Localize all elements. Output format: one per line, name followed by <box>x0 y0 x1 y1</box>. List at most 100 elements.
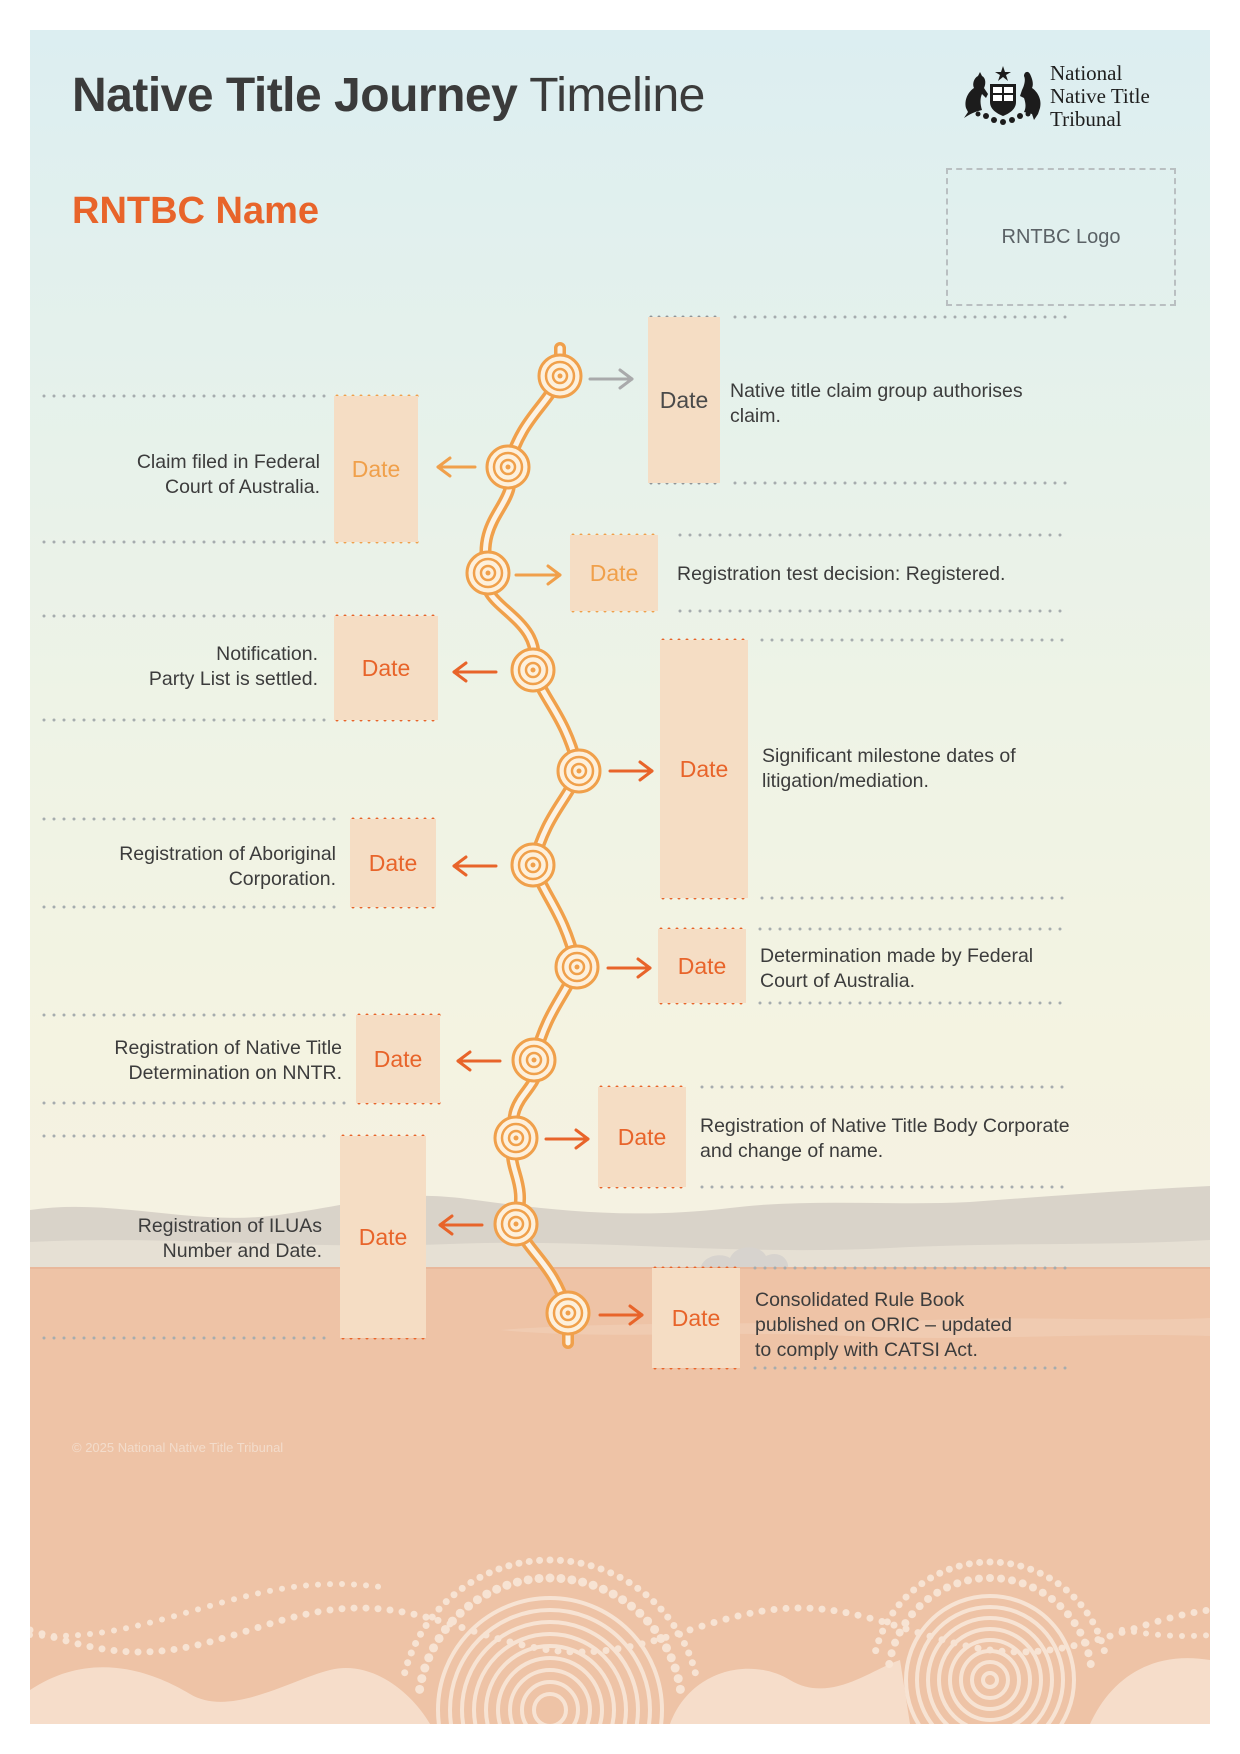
milestone-date-label: Date <box>671 1304 721 1331</box>
arrow-right-icon <box>544 1128 590 1150</box>
milestone-date-box[interactable]: Date <box>356 1015 440 1103</box>
milestone-date-box[interactable]: Date <box>652 1268 740 1368</box>
milestone-description-line: Corporation. <box>228 868 336 890</box>
milestone-description: Notification. Party List is settled. <box>50 642 318 692</box>
journey-node-icon <box>545 1290 591 1336</box>
journey-node-icon <box>510 647 556 693</box>
milestone-date-label: Date <box>659 386 709 413</box>
dot-arc <box>872 1558 1108 1655</box>
arrow-left-icon <box>452 855 498 877</box>
milestone-date-box[interactable]: Date <box>570 535 658 611</box>
milestone-date-box[interactable]: Date <box>598 1087 686 1187</box>
tribunal-logo: National Native Title Tribunal <box>960 62 1190 132</box>
milestone-date-label: Date <box>679 755 729 782</box>
milestone-description: Registration of ILUAs Number and Date. <box>50 1214 322 1264</box>
milestone-date-label: Date <box>361 654 411 681</box>
milestone-description-line: Court of Australia. <box>760 970 915 992</box>
arrow-right-icon <box>598 1304 644 1326</box>
title-bold: Native Title Journey <box>72 69 518 122</box>
milestone-date-label: Date <box>589 559 639 586</box>
arrow-left-icon <box>456 1050 502 1072</box>
milestone-date-label: Date <box>368 849 418 876</box>
tribunal-name-line: Tribunal <box>1050 107 1122 131</box>
milestone-date-box[interactable]: Date <box>340 1136 426 1338</box>
journey-node-icon <box>511 1037 557 1083</box>
milestone-description: Registration test decision: Registered. <box>677 562 1037 587</box>
journey-node-icon <box>465 550 511 596</box>
dot-arc <box>415 1573 685 1694</box>
dot-arc <box>885 1574 1095 1669</box>
copyright-notice: © 2025 National Native Title Tribunal <box>72 1440 284 1455</box>
milestone-description-line: Registration test decision: Registered. <box>677 563 1006 585</box>
milestone-description: Native title claim group authorises claim… <box>730 379 1060 429</box>
arrow-right-icon <box>514 564 562 586</box>
journey-node-icon <box>493 1115 539 1161</box>
rntbc-logo-placeholder-label: RNTBC Logo <box>1001 225 1121 248</box>
milestone-description-line: Determination made by Federal <box>760 945 1034 967</box>
concentric-circle-large <box>436 1596 664 1724</box>
milestone-date-label: Date <box>373 1045 423 1072</box>
wave-ridge <box>1090 1658 1210 1724</box>
journey-node-icon <box>554 944 600 990</box>
milestone-description-line: to comply with CATSI Act. <box>755 1339 978 1361</box>
milestone-description-line: Number and Date. <box>162 1240 322 1262</box>
milestone-date-box[interactable]: Date <box>350 819 436 907</box>
milestone-description: Consolidated Rule Book published on ORIC … <box>755 1288 1055 1363</box>
page-title: Native Title Journey Timeline <box>72 68 705 123</box>
milestone-description-line: Registration of Aboriginal <box>119 843 336 865</box>
milestone-date-label: Date <box>617 1123 667 1150</box>
milestone-description: Registration of Native Title Body Corpor… <box>700 1114 1070 1164</box>
milestone-description: Significant milestone dates of litigation… <box>762 744 1082 794</box>
tribunal-name: National Native Title Tribunal <box>1050 62 1150 131</box>
journey-node-icon <box>556 748 602 794</box>
milestone-description-line: claim. <box>730 405 781 427</box>
journey-node-icon <box>493 1201 539 1247</box>
milestone-description: Determination made by Federal Court of Au… <box>760 944 1080 994</box>
milestone-description: Registration of Native Title Determinatio… <box>50 1036 342 1086</box>
arrow-right-icon <box>608 760 654 782</box>
arrow-left-icon <box>436 456 477 478</box>
arrow-left-icon <box>452 661 498 683</box>
milestone-description-line: litigation/mediation. <box>762 770 929 792</box>
milestone-description-line: Determination on NNTR. <box>128 1062 343 1084</box>
arrow-left-icon <box>438 1214 484 1236</box>
milestone-description-line: Claim filed in Federal <box>136 451 320 473</box>
timeline-poster: Native Title Journey Timeline RNTBC Name <box>30 30 1210 1724</box>
arrow-right-icon <box>606 957 652 979</box>
rntbc-name-heading: RNTBC Name <box>72 190 320 232</box>
title-regular: Timeline <box>529 69 705 122</box>
milestone-description: Registration of Aboriginal Corporation. <box>50 842 336 892</box>
journey-node-icon <box>537 353 583 399</box>
coat-of-arms-icon <box>964 66 1041 125</box>
milestone-description-line: Notification. <box>216 643 318 665</box>
milestone-description-line: Native title claim group authorises <box>730 380 1023 402</box>
milestone-date-label: Date <box>351 455 401 482</box>
milestone-description-line: Registration of Native Title Body Corpor… <box>700 1115 1070 1137</box>
milestone-description-line: Significant milestone dates of <box>762 745 1016 767</box>
background-art <box>30 315 1210 1724</box>
arrow-right-icon <box>588 368 634 390</box>
milestone-description-line: Court of Australia. <box>165 476 320 498</box>
wave-ridge <box>670 1660 910 1724</box>
milestone-description-line: Consolidated Rule Book <box>755 1289 965 1311</box>
rntbc-logo-placeholder[interactable]: RNTBC Logo <box>946 168 1176 306</box>
milestone-description-line: Registration of Native Title <box>114 1037 342 1059</box>
milestone-date-box[interactable]: Date <box>658 929 746 1003</box>
milestone-description: Claim filed in Federal Court of Australia… <box>50 450 320 500</box>
milestone-date-box[interactable]: Date <box>334 396 418 542</box>
tribunal-name-line: Native Title <box>1050 84 1150 108</box>
journey-node-icon <box>485 444 531 490</box>
milestone-description-line: Party List is settled. <box>148 668 318 690</box>
milestone-description-line: Registration of ILUAs <box>137 1215 322 1237</box>
milestone-date-label: Date <box>677 952 727 979</box>
milestone-description-line: published on ORIC – updated <box>755 1314 1012 1336</box>
milestone-date-box[interactable]: Date <box>660 640 748 898</box>
tribunal-name-line: National <box>1050 61 1123 85</box>
wave-ridge <box>30 1667 430 1724</box>
wave-dots <box>30 1581 1210 1656</box>
journey-node-icon <box>510 842 556 888</box>
milestone-description-line: and change of name. <box>700 1140 884 1162</box>
milestone-date-box[interactable]: Date <box>334 616 438 720</box>
milestone-date-box[interactable]: Date <box>648 317 720 483</box>
milestone-date-label: Date <box>358 1223 408 1250</box>
